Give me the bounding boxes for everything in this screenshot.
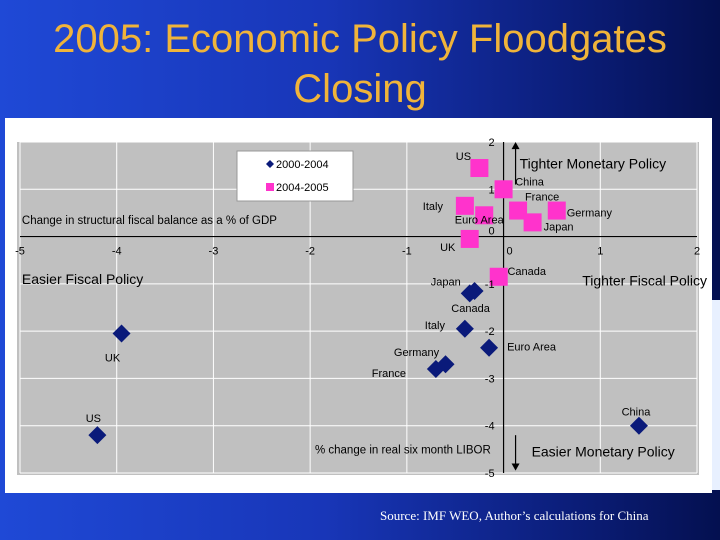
- slide-title-line2: Closing: [293, 67, 427, 111]
- series2-point-japan: [523, 213, 542, 232]
- series1-label-italy: Italy: [425, 320, 446, 332]
- series2-label-china: China: [515, 176, 545, 188]
- easier-fiscal-label: Easier Fiscal Policy: [22, 271, 143, 287]
- tighter-fiscal-label: Tighter Fiscal Policy: [582, 273, 707, 289]
- legend: 2000-2004 2004-2005: [236, 150, 354, 202]
- series1-point-uk: [112, 324, 131, 343]
- text-layer: -5 -4 -3 -2 -1 0 1 2 -5 -4 -3 -2 -1 1 2 0 Tighter Moneta…: [15, 137, 707, 480]
- x-axis-title: % change in real six month LIBOR: [315, 444, 491, 456]
- series1-point-italy: [455, 319, 474, 338]
- plot-area: [17, 142, 699, 475]
- series2-point-uk: [460, 229, 479, 248]
- series1-label-us: US: [86, 413, 101, 425]
- x-tick-label: 1: [597, 246, 603, 258]
- slide-title-line1: 2005: Economic Policy Floodgates: [53, 17, 667, 61]
- legend-label-series1: 2000-2004: [276, 159, 329, 171]
- series1-point-canada: [465, 281, 484, 300]
- y-tick-label: 0: [488, 226, 494, 238]
- series1-point-france: [426, 359, 445, 378]
- easier-monetary-label: Easier Monetary Policy: [532, 444, 675, 460]
- legend-box: [236, 150, 354, 202]
- series1-point-china: [629, 416, 648, 435]
- y-tick-label: 2: [488, 137, 494, 149]
- series1-label-germany: Germany: [394, 347, 440, 359]
- arrow-down-head: [511, 463, 520, 471]
- series2-point-germany: [547, 201, 566, 220]
- series1-label-uk: UK: [105, 353, 121, 365]
- series1-point-euro-area: [480, 338, 499, 357]
- x-tick-label: -3: [209, 246, 219, 258]
- series2-label-france: France: [525, 192, 559, 204]
- y-tick-label: 1: [488, 184, 494, 196]
- y-tick-label: -4: [485, 421, 495, 433]
- axis-layer: [20, 142, 697, 473]
- series2-point-italy: [455, 196, 474, 215]
- source-note: Source: IMF WEO, Author’s calculations f…: [380, 508, 649, 523]
- x-tick-label: -1: [402, 246, 412, 258]
- series2-label-canada: Canada: [507, 266, 546, 278]
- arrow-up-head: [511, 142, 520, 150]
- series1-point-us: [88, 426, 107, 445]
- series2-label-germany: Germany: [567, 208, 613, 220]
- tighter-monetary-label: Tighter Monetary Policy: [520, 155, 667, 171]
- series1-label-canada: Canada: [451, 303, 490, 315]
- y-axis-title: Change in structural fiscal balance as a…: [22, 215, 277, 227]
- y-tick-label: -2: [485, 326, 495, 338]
- series2-point-canada: [489, 267, 508, 286]
- x-tick-label: 0: [507, 246, 513, 258]
- series2-point-euro-area: [475, 206, 494, 225]
- series1-label-japan: Japan: [431, 276, 461, 288]
- series1-label-china: China: [622, 407, 652, 419]
- series2-label-us: US: [456, 151, 471, 163]
- right-accent-bar: [712, 300, 720, 490]
- y-tick-label: -1: [485, 279, 495, 291]
- series1-label-euro-area: Euro Area: [507, 342, 557, 354]
- chart-container: -5 -4 -3 -2 -1 0 1 2 -5 -4 -3 -2 -1 1 2 0 Tighter Moneta…: [5, 118, 712, 493]
- series2-point-france: [509, 201, 528, 220]
- y-tick-label: -3: [485, 373, 495, 385]
- x-tick-label: -2: [305, 246, 315, 258]
- legend-marker-series2: [266, 183, 274, 191]
- series2-point-china: [494, 180, 513, 199]
- y-tick-label: -5: [485, 468, 495, 480]
- x-tick-label: 2: [694, 246, 700, 258]
- x-tick-label: -4: [112, 246, 122, 258]
- slide-title: 2005: Economic Policy Floodgates Closing: [0, 14, 720, 114]
- series1-label-france: France: [372, 368, 406, 380]
- series2-label-euro-area: Euro Area: [455, 214, 505, 226]
- legend-label-series2: 2004-2005: [276, 182, 329, 194]
- series2-label-uk: UK: [440, 242, 456, 254]
- legend-marker-series1: [266, 160, 274, 168]
- series2-point-us: [470, 159, 489, 178]
- series2-label-japan: Japan: [544, 221, 574, 233]
- x-tick-label: -5: [15, 246, 25, 258]
- scatter-chart: -5 -4 -3 -2 -1 0 1 2 -5 -4 -3 -2 -1 1 2 0 Tighter Moneta…: [15, 137, 707, 480]
- marks-layer: [88, 159, 648, 445]
- series2-label-italy: Italy: [423, 201, 444, 213]
